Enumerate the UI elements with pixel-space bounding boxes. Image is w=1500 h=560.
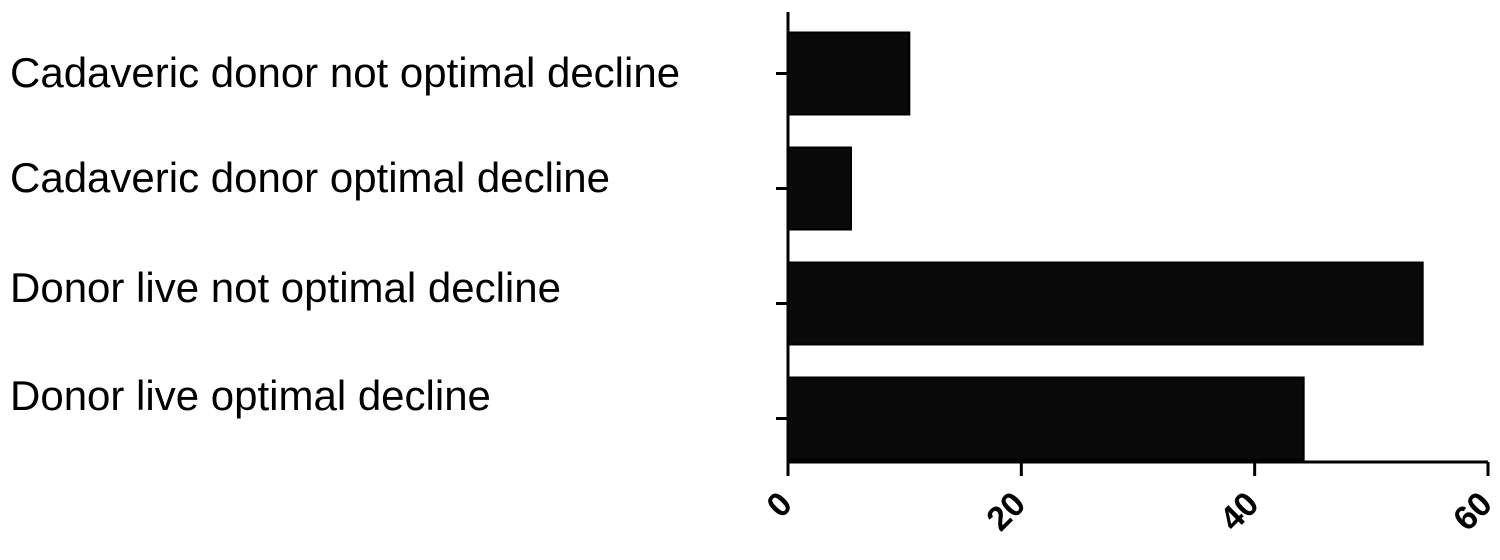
category-label: Donor live optimal decline (10, 372, 491, 419)
axes (776, 12, 1490, 476)
x-tick-label: 40 (1213, 485, 1267, 539)
bar (787, 261, 1424, 346)
x-tick-labels: 0 20 40 60 (759, 485, 1499, 539)
bar (787, 376, 1305, 461)
category-label: Cadaveric donor optimal decline (10, 154, 610, 201)
bars (787, 31, 1424, 461)
category-label: Donor live not optimal decline (10, 264, 561, 311)
bar (787, 31, 911, 116)
x-tick-label: 60 (1446, 485, 1500, 539)
x-tick-label: 20 (979, 485, 1033, 539)
category-label: Cadaveric donor not optimal decline (10, 49, 680, 96)
x-tick-label: 0 (759, 485, 799, 525)
category-labels: Cadaveric donor not optimal decline Cadav… (10, 49, 680, 419)
bar (787, 146, 852, 231)
